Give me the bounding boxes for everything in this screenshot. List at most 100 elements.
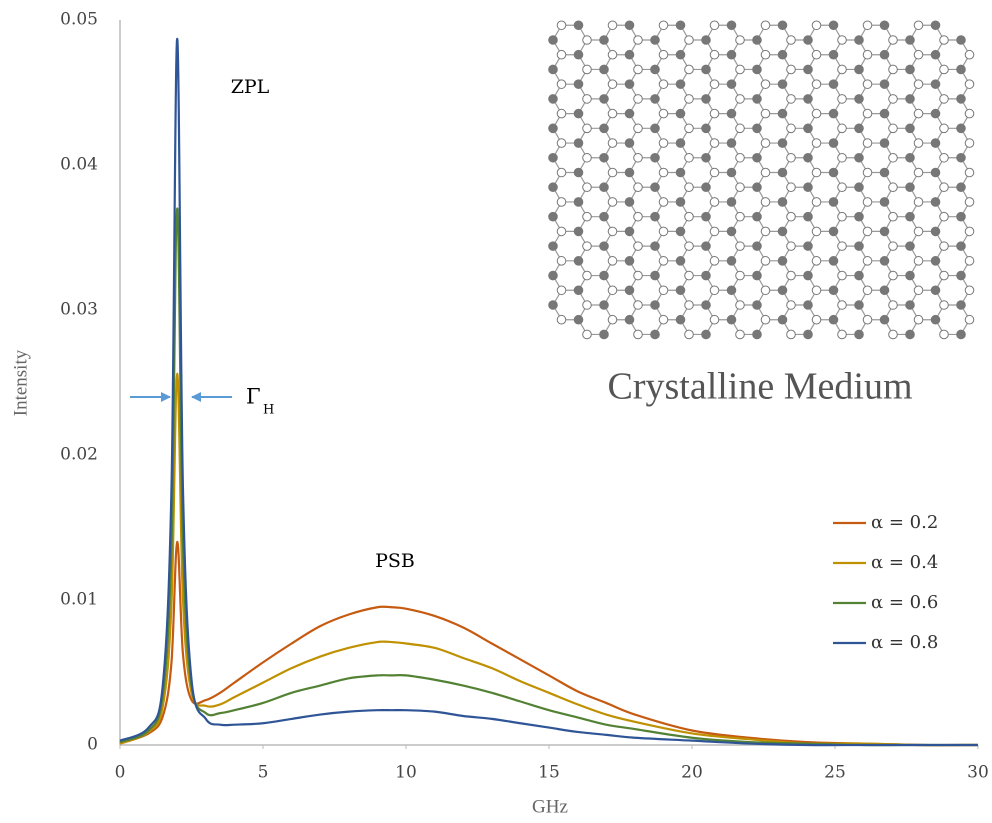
atom	[684, 64, 694, 75]
atom	[624, 49, 635, 60]
atom	[837, 211, 847, 222]
atom	[811, 285, 822, 296]
atom	[735, 329, 745, 340]
atom	[837, 152, 847, 163]
atom	[905, 35, 915, 45]
atom	[811, 197, 822, 207]
atom	[607, 226, 618, 237]
atom	[633, 35, 643, 45]
series-line	[119, 540, 979, 747]
atom	[658, 138, 669, 148]
atom	[760, 49, 771, 60]
atom	[879, 314, 890, 325]
atom	[905, 300, 915, 310]
atom	[624, 314, 635, 325]
atom	[828, 167, 839, 178]
atom	[624, 167, 635, 178]
atom	[752, 152, 762, 163]
atom	[828, 256, 839, 266]
atom	[650, 329, 660, 340]
atom	[939, 300, 949, 310]
atom	[633, 329, 643, 340]
atom	[905, 241, 915, 251]
atom	[803, 123, 813, 134]
atom	[905, 94, 915, 104]
inset-caption: Crystalline Medium	[607, 366, 912, 408]
atom	[633, 241, 643, 251]
atom	[811, 20, 822, 31]
atom	[573, 167, 584, 178]
atom	[803, 270, 813, 281]
atom	[582, 152, 592, 163]
atom	[777, 285, 788, 296]
atom	[956, 123, 966, 134]
atom	[786, 241, 796, 251]
atom	[786, 270, 796, 281]
atom	[599, 270, 609, 281]
atom	[862, 226, 873, 237]
atom	[786, 123, 796, 134]
atom	[633, 211, 643, 222]
atom	[709, 138, 720, 148]
atom	[964, 226, 975, 237]
atom	[803, 211, 813, 222]
atom	[760, 256, 771, 266]
atom	[650, 300, 660, 310]
atom	[964, 167, 975, 178]
atom	[548, 211, 558, 222]
atom	[675, 197, 686, 207]
atom	[760, 108, 771, 119]
atom	[939, 241, 949, 251]
atom	[607, 49, 618, 60]
atom	[650, 64, 660, 75]
atom	[548, 152, 558, 163]
atom	[573, 49, 584, 60]
atom	[879, 226, 890, 237]
atom	[811, 108, 822, 119]
atom	[964, 49, 975, 60]
atom	[735, 300, 745, 310]
atom	[837, 123, 847, 134]
atom	[624, 20, 635, 31]
atom	[777, 167, 788, 178]
atom	[803, 182, 813, 193]
atom	[777, 108, 788, 119]
y-tick-label: 0.02	[60, 445, 98, 465]
atom	[709, 20, 720, 31]
atom	[854, 182, 864, 193]
atom	[930, 314, 941, 325]
atom	[803, 35, 813, 45]
atom	[548, 241, 558, 251]
atom	[854, 94, 864, 104]
atom	[556, 226, 567, 237]
atom	[828, 197, 839, 207]
atom	[964, 79, 975, 89]
atom	[956, 300, 966, 310]
atom	[905, 182, 915, 193]
atom	[684, 123, 694, 134]
y-tick-label: 0.05	[60, 10, 98, 30]
atom	[701, 300, 711, 310]
atom	[548, 64, 558, 75]
atom	[650, 211, 660, 222]
x-tick-label: 30	[967, 763, 989, 783]
atom	[862, 167, 873, 178]
atom	[939, 123, 949, 134]
atom	[862, 20, 873, 31]
atom	[854, 152, 864, 163]
atom	[803, 329, 813, 340]
atom	[752, 241, 762, 251]
atom	[752, 64, 762, 75]
atom	[573, 20, 584, 31]
atom	[582, 35, 592, 45]
atom	[607, 138, 618, 148]
atom	[726, 20, 737, 31]
atom	[735, 64, 745, 75]
atom	[939, 35, 949, 45]
legend-label: α = 0.2	[871, 512, 938, 533]
atom	[905, 329, 915, 340]
atom	[939, 94, 949, 104]
atom	[650, 270, 660, 281]
atom	[760, 167, 771, 178]
atom	[658, 20, 669, 31]
